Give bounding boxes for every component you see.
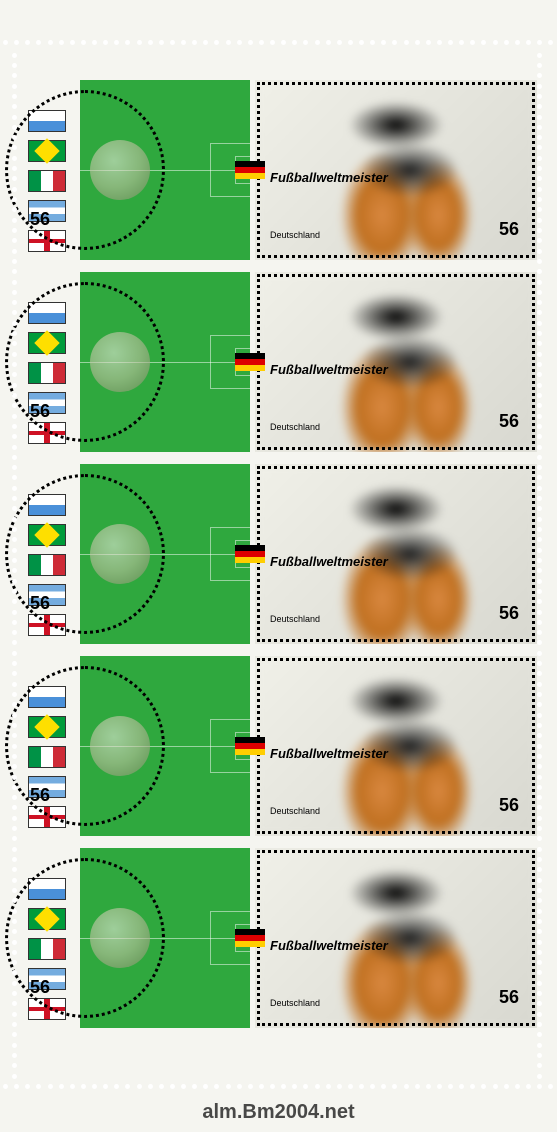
watermark-text: alm.Bm2004.net bbox=[202, 1101, 354, 1124]
stamp-country: Deutschland bbox=[270, 998, 320, 1008]
stamp-row: 56 Fußballweltmeister Deutschland 56 bbox=[20, 656, 537, 836]
stamp-title: Fußballweltmeister bbox=[270, 746, 388, 761]
stamp-row: 56 Fußballweltmeister Deutschland 56 bbox=[20, 848, 537, 1028]
round-stamp-perforation bbox=[5, 282, 165, 442]
stamp-country: Deutschland bbox=[270, 422, 320, 432]
denomination-left: 56 bbox=[30, 977, 50, 998]
denomination-right: 56 bbox=[499, 603, 519, 624]
stamps-container: 56 Fußballweltmeister Deutschland 56 bbox=[20, 80, 537, 1028]
perforation-top bbox=[0, 40, 557, 48]
denomination-right: 56 bbox=[499, 219, 519, 240]
stamp-left: 56 bbox=[20, 848, 250, 1028]
denomination-left: 56 bbox=[30, 593, 50, 614]
denomination-left: 56 bbox=[30, 785, 50, 806]
round-stamp-perforation bbox=[5, 666, 165, 826]
stamp-left: 56 bbox=[20, 464, 250, 644]
stamp-right: Fußballweltmeister Deutschland 56 bbox=[255, 656, 537, 836]
german-flag-icon bbox=[235, 737, 265, 755]
german-flag-icon bbox=[235, 353, 265, 371]
stamp-title: Fußballweltmeister bbox=[270, 362, 388, 377]
round-stamp-perforation bbox=[5, 474, 165, 634]
perforation-right bbox=[537, 50, 545, 1082]
stamp-title: Fußballweltmeister bbox=[270, 170, 388, 185]
stamp-country: Deutschland bbox=[270, 614, 320, 624]
stamp-country: Deutschland bbox=[270, 806, 320, 816]
stamp-row: 56 Fußballweltmeister Deutschland 56 bbox=[20, 464, 537, 644]
stamp-left: 56 bbox=[20, 656, 250, 836]
german-flag-icon bbox=[235, 929, 265, 947]
stamp-country: Deutschland bbox=[270, 230, 320, 240]
denomination-left: 56 bbox=[30, 209, 50, 230]
round-stamp-perforation bbox=[5, 858, 165, 1018]
stamp-right: Fußballweltmeister Deutschland 56 bbox=[255, 464, 537, 644]
stamp-right: Fußballweltmeister Deutschland 56 bbox=[255, 272, 537, 452]
stamp-left: 56 bbox=[20, 80, 250, 260]
stamp-right: Fußballweltmeister Deutschland 56 bbox=[255, 80, 537, 260]
denomination-left: 56 bbox=[30, 401, 50, 422]
german-flag-icon bbox=[235, 161, 265, 179]
stamp-title: Fußballweltmeister bbox=[270, 938, 388, 953]
stamp-title: Fußballweltmeister bbox=[270, 554, 388, 569]
denomination-right: 56 bbox=[499, 411, 519, 432]
stamp-row: 56 Fußballweltmeister Deutschland 56 bbox=[20, 80, 537, 260]
perforation-bottom bbox=[0, 1084, 557, 1092]
stamp-right: Fußballweltmeister Deutschland 56 bbox=[255, 848, 537, 1028]
german-flag-icon bbox=[235, 545, 265, 563]
perforation-left bbox=[12, 50, 20, 1082]
denomination-right: 56 bbox=[499, 795, 519, 816]
denomination-right: 56 bbox=[499, 987, 519, 1008]
round-stamp-perforation bbox=[5, 90, 165, 250]
stamp-sheet: 56 Fußballweltmeister Deutschland 56 bbox=[0, 0, 557, 1132]
stamp-row: 56 Fußballweltmeister Deutschland 56 bbox=[20, 272, 537, 452]
stamp-left: 56 bbox=[20, 272, 250, 452]
